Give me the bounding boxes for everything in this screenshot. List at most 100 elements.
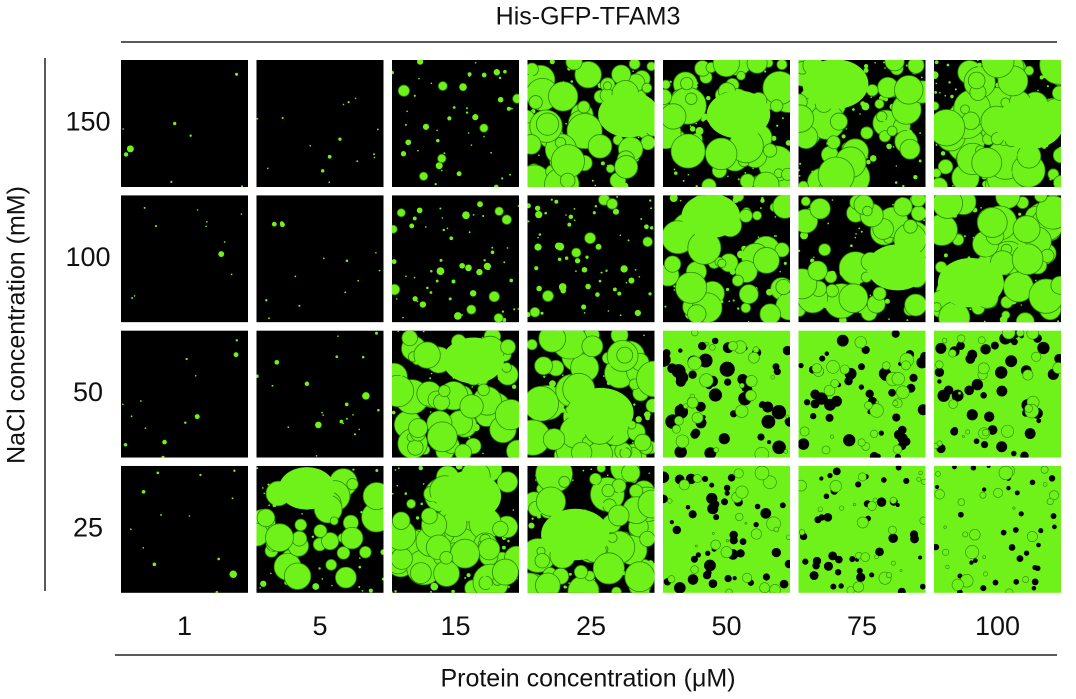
droplet bbox=[934, 177, 948, 187]
droplet bbox=[223, 241, 226, 243]
droplet bbox=[663, 88, 673, 105]
droplet bbox=[674, 415, 684, 426]
void bbox=[708, 579, 718, 588]
droplet bbox=[162, 439, 167, 445]
droplet bbox=[607, 523, 615, 531]
droplet bbox=[436, 267, 445, 276]
droplet bbox=[632, 70, 634, 72]
droplet bbox=[785, 414, 789, 419]
droplet bbox=[233, 469, 236, 472]
droplet bbox=[984, 138, 987, 142]
droplet bbox=[567, 575, 600, 593]
droplet bbox=[620, 265, 628, 273]
droplet bbox=[392, 547, 413, 570]
droplet bbox=[312, 583, 320, 590]
void bbox=[713, 514, 720, 521]
droplet bbox=[886, 572, 892, 579]
void bbox=[969, 409, 975, 414]
droplet bbox=[866, 244, 926, 291]
droplet bbox=[583, 312, 586, 314]
droplet bbox=[838, 283, 869, 314]
void bbox=[724, 574, 732, 583]
droplet bbox=[342, 422, 345, 425]
droplet bbox=[511, 365, 514, 368]
droplet bbox=[439, 207, 442, 210]
droplet bbox=[650, 207, 653, 210]
droplet bbox=[765, 267, 769, 270]
droplet bbox=[809, 198, 831, 220]
void bbox=[663, 352, 671, 367]
micrograph-bg bbox=[256, 195, 384, 323]
droplet bbox=[633, 403, 636, 406]
droplet bbox=[899, 218, 903, 222]
void bbox=[1048, 475, 1056, 482]
droplet bbox=[587, 134, 613, 159]
droplet bbox=[590, 348, 593, 351]
droplet bbox=[538, 330, 567, 353]
droplet bbox=[624, 561, 655, 593]
droplet bbox=[886, 143, 892, 150]
void bbox=[1008, 544, 1016, 551]
droplet bbox=[644, 224, 649, 230]
droplet bbox=[1005, 197, 1012, 203]
column-label: 5 bbox=[312, 611, 327, 641]
droplet bbox=[470, 144, 473, 146]
void bbox=[688, 510, 697, 519]
droplet bbox=[336, 546, 351, 560]
droplet bbox=[1052, 362, 1061, 374]
droplet bbox=[344, 291, 347, 294]
void bbox=[952, 465, 957, 470]
droplet bbox=[240, 213, 243, 215]
droplet bbox=[1042, 74, 1047, 79]
droplet bbox=[287, 426, 290, 429]
droplet bbox=[548, 81, 579, 112]
droplet bbox=[338, 137, 342, 141]
droplet bbox=[746, 60, 768, 74]
droplet bbox=[671, 424, 681, 434]
void bbox=[909, 373, 918, 382]
void bbox=[997, 388, 1005, 396]
droplet bbox=[469, 290, 477, 297]
droplet bbox=[943, 253, 948, 258]
droplet bbox=[945, 564, 950, 569]
droplet bbox=[829, 270, 836, 277]
droplet bbox=[570, 348, 575, 353]
droplet bbox=[934, 168, 942, 178]
droplet bbox=[977, 62, 982, 68]
droplet bbox=[995, 97, 1061, 150]
droplet bbox=[335, 355, 339, 359]
droplet bbox=[954, 242, 956, 245]
droplet bbox=[565, 586, 568, 589]
droplet bbox=[241, 185, 244, 187]
droplet bbox=[957, 334, 966, 343]
droplet bbox=[468, 231, 471, 234]
droplet bbox=[628, 277, 635, 284]
droplet bbox=[331, 584, 333, 587]
void bbox=[910, 534, 919, 544]
droplet bbox=[1026, 531, 1038, 543]
droplet bbox=[551, 370, 556, 375]
void bbox=[701, 475, 709, 483]
droplet bbox=[634, 309, 641, 317]
void bbox=[762, 573, 771, 581]
droplet bbox=[576, 335, 580, 339]
micrograph bbox=[798, 195, 926, 323]
droplet bbox=[713, 447, 719, 453]
droplet bbox=[667, 498, 673, 504]
droplet bbox=[1022, 369, 1034, 381]
droplet bbox=[690, 565, 699, 574]
droplet bbox=[144, 427, 147, 429]
droplet bbox=[489, 586, 494, 591]
void bbox=[1011, 450, 1017, 457]
droplet bbox=[596, 567, 599, 569]
droplet bbox=[744, 521, 748, 525]
droplet bbox=[1046, 85, 1049, 88]
void bbox=[773, 368, 781, 376]
droplet bbox=[607, 504, 630, 527]
void bbox=[836, 334, 849, 347]
droplet bbox=[512, 93, 519, 104]
droplet bbox=[538, 233, 542, 236]
droplet bbox=[337, 335, 339, 338]
droplet bbox=[278, 467, 335, 510]
droplet bbox=[823, 384, 836, 397]
